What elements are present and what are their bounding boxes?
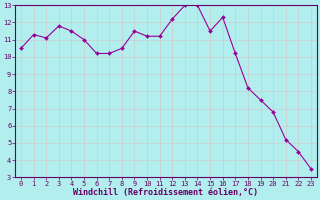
X-axis label: Windchill (Refroidissement éolien,°C): Windchill (Refroidissement éolien,°C) [74, 188, 259, 197]
